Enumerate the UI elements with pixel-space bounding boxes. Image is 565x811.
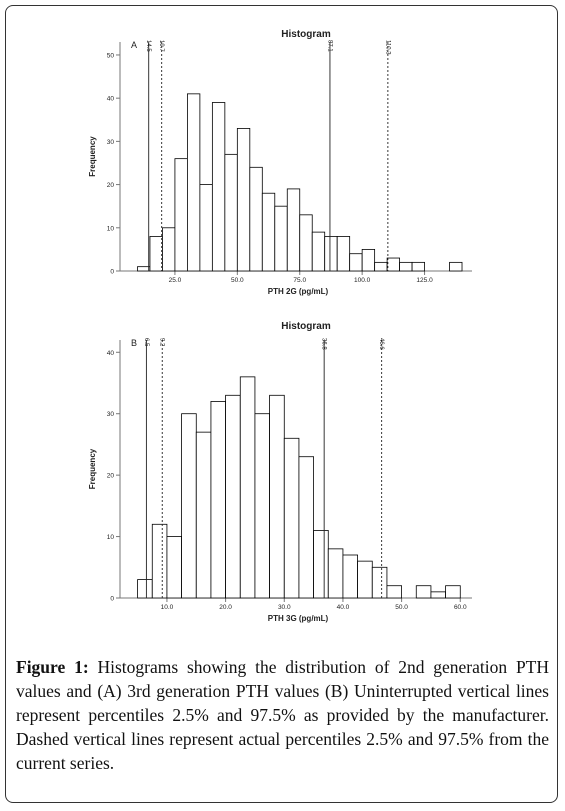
- y-tick-label: 50: [107, 52, 115, 59]
- reference-line-label: 14.5: [145, 40, 151, 52]
- bar: [311, 231, 326, 272]
- bar: [211, 102, 226, 272]
- x-tick-label: 20.0: [219, 604, 232, 611]
- bar: [174, 158, 188, 272]
- panel-label: A: [131, 40, 137, 50]
- y-tick-label: 40: [107, 96, 115, 103]
- bar: [162, 227, 176, 272]
- panel-label: B: [131, 338, 137, 348]
- y-tick-label: 30: [107, 139, 115, 146]
- x-tick-label: 50.0: [231, 277, 244, 284]
- bar: [236, 128, 251, 272]
- bar: [274, 205, 288, 272]
- bar: [313, 530, 329, 599]
- y-tick-label: 0: [110, 596, 114, 603]
- x-tick-label: 30.0: [278, 604, 291, 611]
- figure-frame: [5, 5, 558, 803]
- y-tick-label: 10: [107, 534, 115, 541]
- bar: [224, 153, 238, 272]
- bar: [283, 437, 300, 599]
- reference-line-label: 46.6: [378, 338, 384, 350]
- bar: [269, 394, 285, 599]
- caption-label: Figure 1:: [16, 657, 89, 677]
- reference-line-label: 19.7: [158, 40, 164, 52]
- bar: [239, 376, 256, 599]
- x-tick-label: 125.0: [416, 277, 433, 284]
- bar: [210, 401, 227, 599]
- reference-line-label: 36.8: [321, 338, 327, 350]
- bar: [249, 166, 263, 272]
- x-tick-label: 25.0: [169, 277, 182, 284]
- chart-title: Histogram: [281, 321, 331, 332]
- bar: [327, 548, 344, 599]
- bar: [357, 560, 373, 599]
- x-axis-label: PTH 3G (pg/mL): [268, 614, 329, 623]
- bar: [187, 93, 201, 272]
- bar: [181, 413, 197, 599]
- y-tick-label: 40: [107, 350, 115, 357]
- y-axis-label: Frequency: [88, 448, 97, 489]
- bar: [445, 585, 461, 599]
- bar: [386, 585, 402, 599]
- bar: [430, 591, 446, 599]
- figure: Histogram A Frequency PTH 2G (pg/mL) 0 10 20 30…: [88, 29, 472, 623]
- bar: [298, 456, 314, 599]
- bar: [336, 236, 351, 272]
- bar: [225, 394, 241, 599]
- x-tick-label: 40.0: [337, 604, 350, 611]
- bar: [399, 261, 413, 272]
- reference-line-label: 6.5: [143, 338, 149, 347]
- bar: [324, 236, 338, 272]
- bar: [415, 585, 432, 599]
- reference-line-label: 9.2: [159, 338, 165, 347]
- reference-line-label: 110.3: [384, 40, 390, 55]
- bar: [286, 188, 301, 272]
- bar: [411, 261, 425, 272]
- bar: [199, 184, 213, 272]
- bar: [299, 214, 313, 272]
- bar: [374, 261, 388, 272]
- bar: [151, 523, 168, 599]
- bar: [137, 266, 151, 272]
- bar: [254, 413, 271, 599]
- y-tick-label: 0: [110, 269, 114, 276]
- bar: [449, 261, 463, 272]
- chart-title: Histogram: [281, 29, 331, 40]
- bar: [349, 253, 363, 272]
- x-tick-label: 10.0: [161, 604, 174, 611]
- y-tick-label: 20: [107, 473, 115, 480]
- caption-text: Histograms showing the distribution of 2…: [16, 657, 550, 773]
- y-axis-label: Frequency: [88, 136, 97, 177]
- bar: [261, 192, 276, 272]
- x-tick-label: 75.0: [293, 277, 306, 284]
- bar: [137, 579, 153, 599]
- bar: [342, 554, 358, 599]
- x-axis-label: PTH 2G (pg/mL): [268, 287, 329, 296]
- x-tick-label: 100.0: [354, 277, 371, 284]
- bar: [195, 431, 212, 599]
- bar: [149, 236, 163, 272]
- y-tick-label: 30: [107, 411, 115, 418]
- x-tick-label: 60.0: [454, 604, 467, 611]
- reference-line-label: 87.1: [326, 40, 332, 52]
- x-tick-label: 50.0: [395, 604, 408, 611]
- bar: [386, 257, 401, 272]
- y-tick-label: 20: [107, 182, 115, 189]
- y-tick-label: 10: [107, 225, 115, 232]
- caption: Figure 1: Histograms showing the distrib…: [16, 655, 549, 775]
- bar: [371, 566, 388, 599]
- bar: [361, 248, 376, 272]
- bar: [166, 536, 183, 599]
